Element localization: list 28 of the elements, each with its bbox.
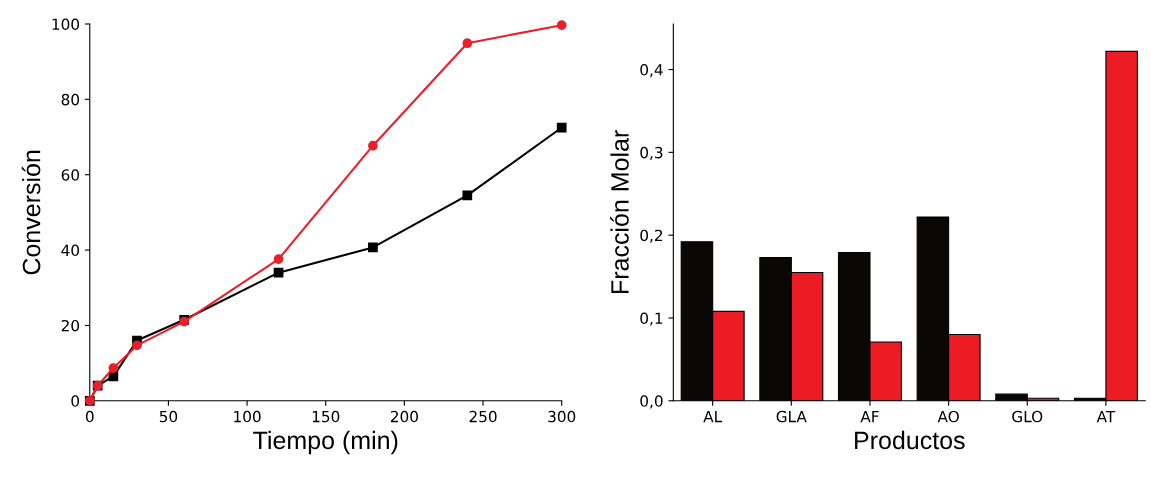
x-tick-label: 100 [234, 410, 261, 423]
y-tick-label: 20 [61, 319, 80, 332]
x-tick-label: 150 [312, 410, 340, 423]
y-tick-label: 0,4 [640, 64, 663, 78]
y-tick-label: 60 [61, 169, 80, 181]
x-tick-label: 50 [159, 410, 178, 423]
x-axis-title: Tiempo (min) [253, 430, 398, 455]
x-tick-label: AT [1096, 410, 1116, 423]
x-tick-label: 250 [469, 410, 497, 423]
x-tick-label: AL [703, 410, 723, 423]
x-tick-label: GLA [776, 410, 807, 423]
x-tick-label: 300 [548, 410, 576, 423]
x-tick-label: 200 [390, 410, 418, 423]
y-tick-label: 80 [61, 93, 80, 106]
y-tick-label: 40 [61, 244, 80, 257]
y-tick-label: 0,1 [640, 312, 663, 326]
x-tick-label: AO [937, 410, 959, 423]
x-tick-label: GLO [1012, 410, 1043, 423]
x-tick-label: 0 [85, 410, 94, 423]
x-tick-label: AF [860, 410, 879, 423]
y-tick-label: 0 [71, 395, 80, 407]
y-tick-label: 0,2 [640, 229, 663, 243]
y-tick-label: 0,3 [640, 146, 663, 160]
y-axis-title: Conversión [21, 150, 41, 275]
y-tick-label: 0,0 [640, 395, 663, 409]
y-axis-title: Fracción Molar [610, 130, 629, 293]
x-axis-title: Productos [855, 430, 965, 450]
y-tick-label: 100 [52, 18, 80, 31]
